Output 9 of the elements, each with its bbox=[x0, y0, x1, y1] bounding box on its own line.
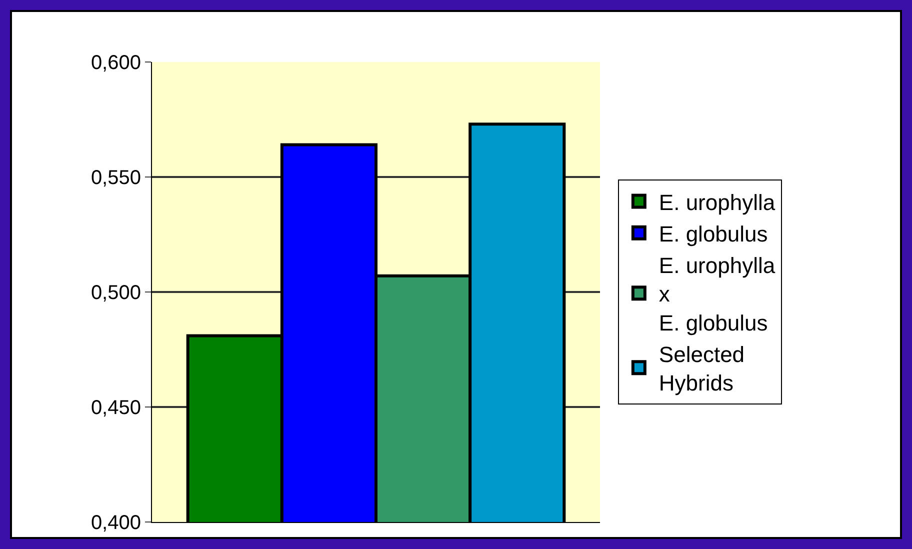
y-tick-label: 0,500 bbox=[90, 282, 141, 304]
y-tick-label: 0,550 bbox=[90, 167, 141, 189]
y-tick-label: 0,600 bbox=[90, 52, 141, 74]
legend-label: E. urophylla bbox=[658, 190, 776, 215]
legend-label: Selected Hybrids bbox=[658, 342, 745, 396]
y-tick-label: 0,450 bbox=[90, 397, 141, 419]
y-tick-label: 0,400 bbox=[90, 512, 141, 534]
legend-label: E. globulus bbox=[658, 221, 768, 246]
legend-label: E. urophylla x E. globulus bbox=[658, 253, 776, 336]
